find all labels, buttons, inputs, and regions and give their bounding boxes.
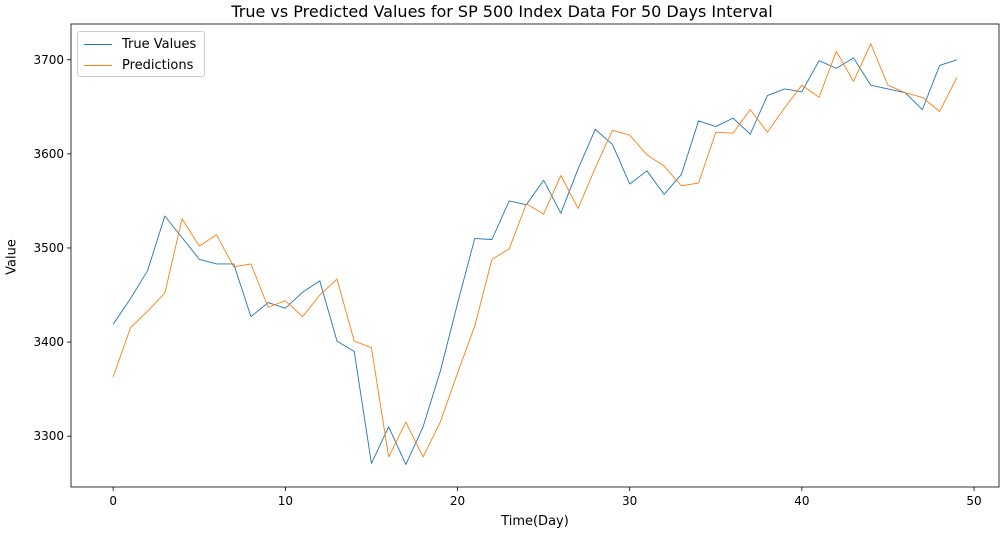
y-axis-label: Value <box>4 239 20 275</box>
y-tick-label: 3700 <box>33 53 64 67</box>
x-tick-label: 30 <box>622 494 637 508</box>
series-line-predictions <box>112 43 958 458</box>
y-tick-label: 3600 <box>33 147 64 161</box>
x-tick-label: 0 <box>109 494 117 508</box>
chart-title: True vs Predicted Values for SP 500 Inde… <box>231 2 773 21</box>
y-tick-label: 3300 <box>33 429 64 443</box>
legend-item-true-values: True Values <box>84 35 196 53</box>
legend-swatch-predictions <box>84 64 112 66</box>
x-tick-label: 50 <box>966 494 981 508</box>
x-tick-label: 20 <box>450 494 465 508</box>
x-tick-label: 40 <box>794 494 809 508</box>
y-tick-label: 3400 <box>33 335 64 349</box>
x-tick-label: 10 <box>278 494 293 508</box>
x-axis-label: Time(Day) <box>501 514 569 529</box>
axes-frame <box>70 23 1000 488</box>
plot-lines <box>112 43 958 465</box>
legend-label-predictions: Predictions <box>122 57 194 73</box>
x-axis-ticks: 0 10 20 30 40 50 <box>109 487 982 508</box>
legend: True Values Predictions <box>77 31 205 77</box>
legend-label-true-values: True Values <box>122 36 197 52</box>
legend-swatch-true-values <box>84 43 112 45</box>
legend-item-predictions: Predictions <box>84 56 193 74</box>
y-axis-ticks: 3300 3400 3500 3600 3700 <box>33 53 71 443</box>
series-line-true-values <box>112 57 957 465</box>
y-tick-label: 3500 <box>33 241 64 255</box>
